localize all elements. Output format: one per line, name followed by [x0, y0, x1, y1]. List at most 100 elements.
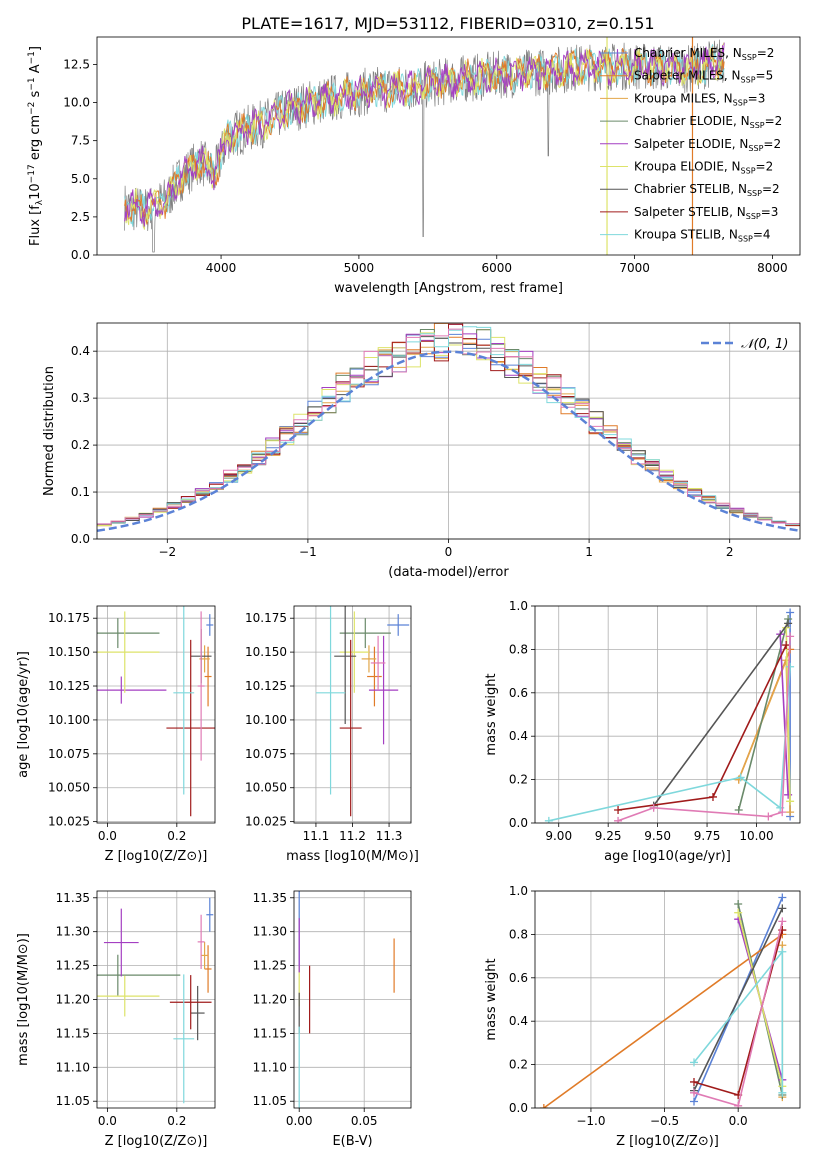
y-tick-label: 0.4	[71, 344, 90, 358]
y-axis-label: mass weight	[484, 958, 499, 1040]
y-tick-label: 11.10	[56, 1060, 90, 1074]
model-spectrum	[124, 42, 725, 230]
weight-marker	[786, 797, 795, 806]
x-tick-label: 9.25	[595, 829, 622, 843]
y-tick-label: 10.075	[245, 747, 287, 761]
y-tick-label: 11.20	[56, 993, 90, 1007]
x-tick-label: 11.1	[303, 829, 330, 843]
weight-marker	[778, 947, 787, 956]
x-tick-label: 1	[585, 545, 593, 559]
mass-vs-z-panel: 0.0 0.2 11.05 11.10 11.15 11.20 11.25 11.30 11.3…	[16, 890, 216, 1149]
axes-frame	[293, 605, 412, 824]
y-tick-label: 7.5	[71, 134, 90, 148]
x-tick-label: 0.05	[351, 1114, 378, 1128]
y-tick-label: 0.6	[509, 686, 528, 700]
x-axis-label: E(B-V)	[332, 1134, 372, 1149]
weight-marker	[734, 900, 743, 909]
y-tick-label: 11.25	[56, 959, 90, 973]
errorbars	[97, 606, 215, 817]
x-tick-label: 8000	[757, 261, 788, 275]
y-tick-label: 11.25	[253, 959, 287, 973]
residual-histogram	[97, 326, 800, 525]
y-axis-label: age [log10(age/yr)]	[16, 651, 31, 778]
age-vs-mass-panel: 11.1 11.2 11.3 10.025 10.050 10.075 10.100 10.1…	[245, 605, 419, 864]
weight-marker	[786, 632, 795, 641]
axes-frame	[96, 890, 216, 1109]
axes-frame	[534, 605, 801, 824]
y-tick-label: 10.075	[48, 747, 90, 761]
y-tick-label: 0.8	[509, 642, 528, 656]
x-tick-label: −0.5	[650, 1114, 679, 1128]
weight-marker	[784, 790, 793, 799]
y-tick-label: 10.125	[48, 679, 90, 693]
weight-marker	[690, 1058, 698, 1067]
weight-line	[785, 627, 791, 802]
y-tick-label: 0.1	[71, 485, 90, 499]
weight-line	[779, 634, 789, 795]
axes-frame	[534, 890, 801, 1109]
y-tick-label: 10.025	[245, 815, 287, 829]
y-tick-label: 11.35	[253, 891, 287, 905]
axes-frame	[96, 36, 801, 256]
errorbars	[315, 606, 410, 817]
weight-marker	[786, 608, 795, 617]
weight-marker	[786, 662, 795, 671]
legend-label: Salpeter STELIB, NSSP=3	[634, 205, 778, 221]
legend-label: Chabrier STELIB, NSSP=2	[634, 182, 780, 198]
weight-vs-z-panel: −1.0 −0.5 0.0 0.0 0.2 0.4 0.6 0.8 1.0 Z [log10(Z/…	[484, 884, 801, 1149]
weight-marker	[690, 1097, 698, 1106]
y-axis-label: mass weight	[484, 673, 499, 755]
y-tick-label: 11.20	[253, 993, 287, 1007]
x-tick-label: 0.00	[286, 1114, 313, 1128]
x-axis-label: wavelength [Angstrom, rest frame]	[334, 281, 563, 296]
y-tick-label: 0.4	[509, 729, 528, 743]
residuals-panel: −2 −1 0 1 2 0.0 0.1 0.2 0.3 0.4 (data-model)/error…	[42, 322, 801, 580]
weight-marker	[786, 808, 795, 817]
x-tick-label: 10.00	[739, 829, 773, 843]
y-tick-label: 10.050	[245, 781, 287, 795]
y-tick-label: 0.2	[71, 438, 90, 452]
x-tick-label: 6000	[481, 261, 512, 275]
y-tick-label: 11.10	[253, 1060, 287, 1074]
figure-title: PLATE=1617, MJD=53112, FIBERID=0310, z=0…	[241, 14, 654, 33]
weight-line	[617, 644, 787, 811]
weight-marker	[778, 904, 787, 913]
x-axis-label: Z [log10(Z/Z⊙)]	[616, 1134, 719, 1149]
weight-marker	[736, 773, 745, 782]
y-tick-label: 0.0	[71, 248, 90, 262]
y-tick-label: 0.0	[509, 1101, 528, 1115]
y-axis-label: Normed distribution	[42, 366, 57, 496]
weight-marker	[778, 1088, 787, 1097]
weight-line	[653, 622, 789, 807]
y-tick-label: 11.35	[56, 891, 90, 905]
y-tick-label: 5.0	[71, 172, 90, 186]
weight-marker	[539, 1104, 548, 1108]
x-axis-label: (data-model)/error	[388, 565, 509, 580]
y-tick-label: 0.2	[509, 1058, 528, 1072]
y-tick-label: 0.0	[71, 532, 90, 546]
gaussian-curve	[97, 350, 800, 533]
weight-marker	[544, 816, 553, 823]
x-axis-label: Z [log10(Z/Z⊙)]	[105, 849, 208, 864]
weight-line	[543, 933, 783, 1108]
y-tick-label: 10.100	[245, 713, 287, 727]
weight-line	[693, 908, 784, 1091]
weight-line	[548, 666, 791, 822]
weight-lines	[544, 608, 795, 823]
y-tick-label: 10.025	[48, 815, 90, 829]
y-tick-label: 10.050	[48, 781, 90, 795]
x-axis-label: age [log10(age/yr)]	[604, 849, 731, 864]
weight-vs-age-panel: 9.00 9.25 9.50 9.75 10.00 0.0 0.2 0.4 0.6 0.8 1.0 a…	[484, 599, 801, 864]
y-tick-label: 10.0	[63, 96, 90, 110]
x-tick-label: 0.2	[167, 1114, 186, 1128]
y-tick-label: 0.3	[71, 391, 90, 405]
spectrum-panel: 4000 5000 6000 7000 8000 0.0 2.5 5.0 7.5 10.0 12.5…	[27, 36, 801, 296]
legend-label: Chabrier ELODIE, NSSP=2	[634, 114, 782, 130]
weight-line	[737, 618, 789, 811]
weight-marker	[690, 1088, 698, 1097]
weight-marker	[734, 908, 743, 917]
weight-marker	[782, 641, 791, 650]
model-spectrum	[124, 42, 725, 227]
y-tick-label: 0.2	[509, 773, 528, 787]
x-tick-label: −1.0	[576, 1114, 605, 1128]
